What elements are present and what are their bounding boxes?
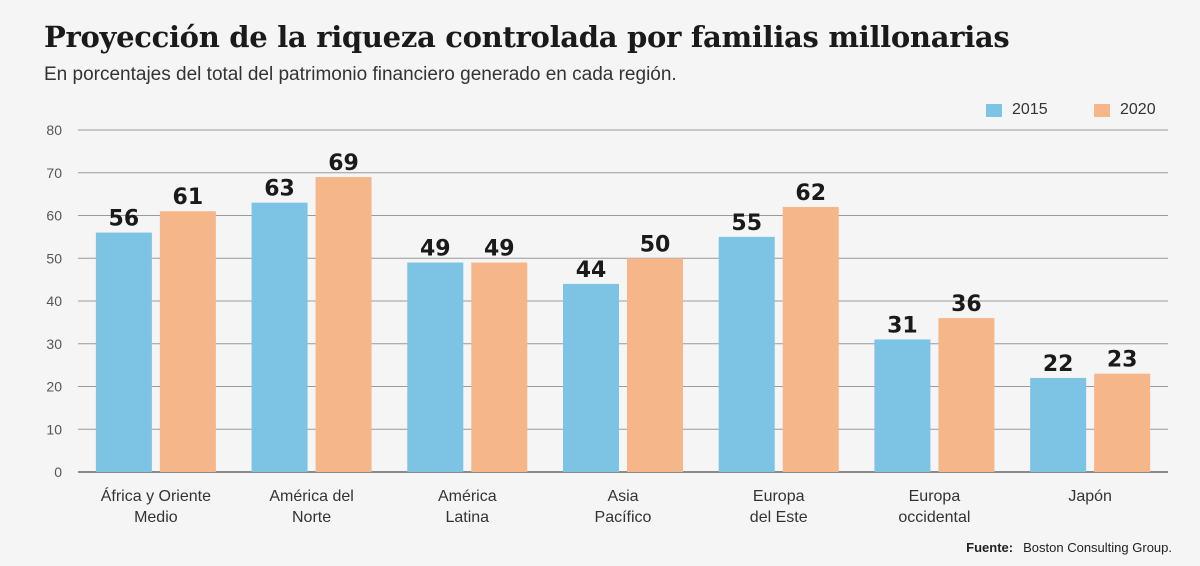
data-label: 36 (951, 292, 982, 317)
x-tick-label: América del (269, 488, 353, 505)
y-tick-label: 50 (46, 250, 62, 266)
y-tick-label: 60 (46, 208, 62, 224)
bar (563, 283, 619, 472)
y-tick-label: 30 (46, 336, 62, 352)
data-label: 44 (576, 258, 607, 283)
bar (1030, 377, 1087, 472)
x-tick-label: Europa (909, 488, 961, 505)
data-label: 31 (887, 313, 918, 338)
source-label: Fuente: (966, 540, 1014, 555)
data-label: 49 (420, 237, 451, 262)
data-label: 55 (731, 211, 762, 236)
bar (874, 339, 931, 472)
x-tick-label: occidental (898, 509, 970, 526)
x-tick-label: Europa (753, 488, 805, 505)
bar (159, 211, 216, 472)
bar (251, 202, 308, 473)
x-tick-label: Japón (1068, 488, 1112, 505)
data-label: 56 (109, 207, 140, 232)
x-tick-label: Medio (134, 509, 178, 526)
data-label: 50 (640, 232, 671, 257)
data-label: 23 (1107, 348, 1138, 373)
bar (718, 236, 775, 472)
legend-label-2020: 2020 (1120, 101, 1156, 118)
legend-swatch-2020 (1094, 104, 1110, 117)
x-tick-label: Norte (292, 509, 331, 526)
y-tick-label: 0 (54, 464, 62, 480)
y-tick-label: 70 (46, 165, 62, 181)
y-tick-label: 80 (46, 122, 62, 138)
data-label: 62 (795, 181, 826, 206)
x-tick-label: Asia (607, 488, 638, 505)
chart-title: Proyección de la riqueza controlada por … (44, 20, 1010, 54)
bar (315, 177, 372, 472)
data-label: 69 (328, 151, 359, 176)
source-text: Boston Consulting Group. (1023, 540, 1172, 555)
bar (95, 232, 152, 472)
x-tick-label: América (438, 488, 497, 505)
bar (1094, 373, 1151, 472)
x-tick-label: del Este (750, 509, 808, 526)
x-tick-label: África y Oriente (101, 486, 211, 505)
data-label: 49 (484, 237, 515, 262)
bar (782, 206, 839, 472)
data-label: 61 (173, 185, 204, 210)
data-label: 22 (1043, 352, 1074, 377)
bar (938, 318, 995, 472)
bar (471, 262, 528, 472)
data-label: 63 (264, 177, 295, 202)
legend-label-2015: 2015 (1012, 101, 1048, 118)
legend-swatch-2015 (986, 104, 1002, 117)
x-tick-label: Pacífico (595, 509, 652, 526)
bar (627, 258, 683, 472)
chart-subtitle: En porcentajes del total del patrimonio … (44, 64, 677, 85)
bar (407, 262, 464, 472)
source-note: Fuente: Boston Consulting Group. (966, 540, 1172, 555)
x-tick-label: Latina (445, 509, 489, 526)
y-tick-label: 10 (46, 421, 62, 437)
y-tick-label: 40 (46, 293, 62, 309)
y-tick-label: 20 (46, 379, 62, 395)
